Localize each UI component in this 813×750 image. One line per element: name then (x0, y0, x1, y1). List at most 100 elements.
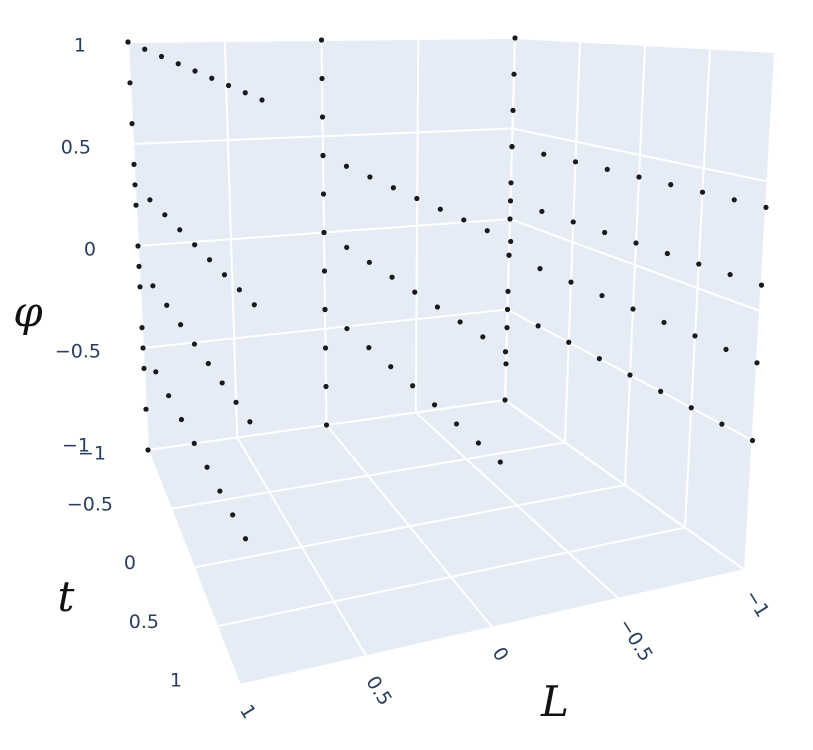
point (389, 274, 395, 280)
point (699, 189, 706, 195)
z-tick-label: 0.5 (61, 137, 91, 159)
point (225, 82, 232, 89)
point (135, 243, 141, 249)
point (217, 488, 223, 494)
point (318, 37, 325, 43)
point (366, 345, 372, 351)
point (191, 440, 197, 446)
point (727, 271, 733, 278)
point (236, 287, 242, 293)
point (141, 365, 147, 371)
wall (505, 38, 775, 570)
z-tick-label: −1 (78, 443, 106, 465)
point (508, 180, 514, 186)
point (508, 238, 514, 245)
point (627, 372, 633, 378)
point (150, 283, 156, 289)
point (321, 268, 328, 274)
point (204, 464, 210, 470)
point (541, 151, 547, 157)
grid-line (170, 41, 581, 510)
point (431, 402, 438, 408)
point (164, 302, 170, 308)
point (125, 39, 131, 45)
point (178, 416, 185, 423)
point (177, 227, 183, 233)
point (137, 284, 143, 290)
x-axis-title: L (540, 677, 569, 726)
point (344, 244, 350, 251)
point (510, 107, 516, 113)
point (177, 322, 184, 328)
point (205, 360, 211, 367)
x-tick-label: 0.5 (361, 672, 396, 709)
point (209, 75, 215, 81)
x-tick-label: 0 (488, 643, 513, 665)
point (475, 440, 481, 446)
point (133, 202, 139, 208)
x-tick-label: −0.5 (614, 615, 657, 666)
point (502, 397, 508, 403)
point (437, 206, 443, 212)
point (566, 339, 572, 345)
point (511, 71, 517, 77)
point (457, 319, 463, 325)
point (758, 282, 765, 288)
point (630, 306, 636, 312)
point (320, 152, 326, 159)
points (125, 35, 769, 542)
point (692, 333, 698, 339)
wall (148, 400, 745, 685)
grid-line (239, 51, 776, 686)
y-tick-label: −0.5 (67, 493, 113, 515)
point (604, 166, 610, 172)
point (505, 288, 511, 294)
point (247, 419, 253, 425)
point (143, 406, 149, 412)
point (166, 393, 172, 399)
point (502, 349, 509, 355)
point (731, 197, 737, 203)
z-tick-label: −0.5 (55, 341, 101, 363)
y-tick-label: 0.5 (129, 611, 159, 633)
point (484, 228, 490, 234)
point (602, 229, 608, 236)
point (503, 361, 509, 367)
point (366, 259, 372, 265)
point (319, 75, 325, 82)
scene-walls (128, 38, 775, 685)
grid-line (193, 44, 646, 569)
y-tick-label: 1 (170, 670, 182, 692)
point (139, 325, 145, 331)
point (507, 216, 513, 222)
y-tick-label: −1 (62, 435, 90, 457)
point (140, 345, 146, 351)
z-tick-label: 0 (84, 239, 96, 261)
point (127, 80, 133, 86)
point (719, 421, 725, 427)
point (129, 121, 135, 127)
point (763, 204, 769, 210)
point (323, 422, 330, 428)
point (723, 346, 729, 352)
point (568, 279, 574, 285)
point (696, 261, 702, 267)
point (636, 174, 642, 180)
point (390, 185, 396, 191)
point (221, 272, 228, 278)
point (153, 369, 159, 375)
point (535, 323, 541, 329)
point (367, 174, 373, 180)
point (319, 114, 326, 120)
point (322, 345, 329, 351)
point (661, 319, 667, 326)
point (509, 144, 515, 150)
point (343, 163, 350, 169)
point (219, 380, 225, 386)
z-tick-label: 1 (74, 35, 86, 57)
x-tick-label: −1 (740, 586, 774, 621)
point (344, 325, 350, 332)
point (412, 289, 418, 295)
point (206, 257, 213, 263)
point (688, 405, 694, 411)
